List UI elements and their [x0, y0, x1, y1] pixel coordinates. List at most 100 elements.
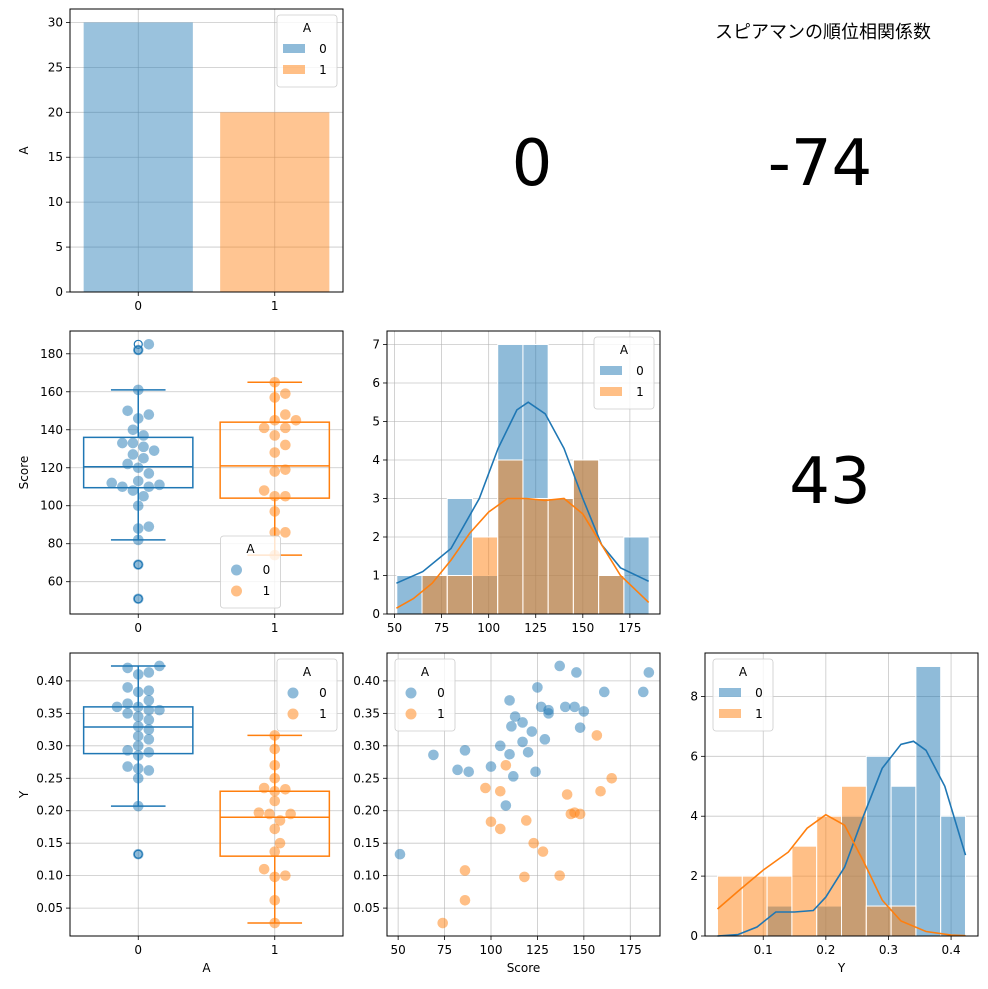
swarm-point — [132, 534, 144, 546]
swarm-point — [280, 409, 291, 420]
scatter-point — [459, 865, 471, 876]
legend-title: A — [421, 665, 430, 679]
swarm-point — [117, 437, 128, 449]
x-tick-label: 150 — [571, 621, 594, 635]
swarm-point — [258, 863, 270, 875]
swarm-point — [111, 701, 123, 713]
swarm-point — [269, 795, 281, 807]
x-tick-label: 0.1 — [754, 943, 773, 957]
swarm-point — [154, 479, 165, 491]
hist-bar — [890, 905, 917, 937]
axes-frame — [386, 330, 661, 615]
y-tick-label: 120 — [40, 461, 63, 475]
y-tick-label: 1 — [372, 568, 380, 582]
box-iqr — [82, 436, 194, 489]
hist-series-1 — [717, 785, 917, 937]
y-tick-label: 6 — [690, 749, 698, 763]
swarm-point — [132, 475, 144, 487]
y-tick-label: 0.25 — [353, 771, 380, 785]
correlation-value: 43 — [789, 445, 870, 519]
y-axis-label: A — [17, 146, 31, 155]
swarm-point — [132, 772, 144, 784]
swarm-point — [122, 745, 133, 756]
swarm-point — [269, 392, 281, 403]
swarm-point — [269, 527, 281, 538]
scatter-series-1 — [437, 730, 618, 929]
y-tick-label: 0 — [690, 929, 698, 943]
scatter-point — [520, 815, 532, 826]
swarm-point — [122, 708, 133, 719]
legend-swatch-1 — [405, 708, 417, 720]
swarm-point — [143, 685, 155, 696]
swarm-point — [122, 761, 133, 772]
scatter-point — [537, 846, 549, 857]
swarm-point — [143, 714, 155, 726]
swarm-point — [132, 686, 144, 698]
hist-bar — [940, 815, 966, 937]
swarm-point — [122, 458, 133, 470]
scatter-point — [459, 745, 471, 756]
hist-bar — [547, 497, 574, 615]
swarm-point — [132, 730, 144, 742]
legend-swatch-0 — [283, 44, 305, 53]
y-tick-label: 0 — [372, 607, 380, 621]
x-tick-label: 50 — [387, 621, 402, 635]
x-axis-label: Score — [507, 961, 541, 975]
scatter-point — [522, 747, 534, 758]
y-tick-label: 140 — [40, 423, 63, 437]
legend: A0 1 — [593, 336, 655, 410]
y-tick-label: 25 — [48, 60, 63, 74]
y-tick-label: 5 — [55, 240, 63, 254]
legend-entry-0: 0 — [755, 686, 763, 700]
swarm-point — [269, 730, 281, 741]
swarm-point — [106, 477, 118, 489]
x-tick-label: 1 — [271, 621, 279, 635]
scatter-point — [500, 759, 512, 771]
swarm-point — [132, 750, 144, 761]
x-tick-label: 0 — [134, 943, 142, 957]
legend-entry-1: 1 — [319, 707, 327, 721]
box-group-0 — [82, 338, 194, 605]
scatter-point — [394, 848, 406, 860]
swarm-point — [143, 765, 155, 776]
swarm-point — [132, 593, 144, 605]
scatter-point — [591, 730, 603, 741]
hist-bar — [915, 665, 942, 937]
legend-swatch-0 — [287, 687, 299, 699]
swarm-point — [269, 414, 281, 426]
correlation-value: -74 — [768, 127, 873, 201]
chart-corr-score-A: 0 — [512, 127, 553, 201]
legend-entry-1: 1 — [437, 707, 445, 721]
y-tick-label: 0.40 — [36, 674, 63, 688]
scatter-point — [606, 772, 618, 784]
scatter-point — [578, 706, 590, 717]
x-tick-label: 50 — [391, 943, 406, 957]
legend-entry-0: 0 — [263, 563, 271, 577]
kde-line-1 — [716, 813, 966, 937]
swarm-point — [269, 871, 281, 883]
legend: A0 1 — [712, 658, 774, 732]
y-tick-label: 0.15 — [36, 836, 63, 850]
scatter-point — [519, 871, 530, 883]
scatter-point — [480, 782, 491, 794]
figure-suptitle: スピアマンの順位相関係数 — [715, 22, 931, 43]
swarm-point — [132, 848, 144, 860]
swarm-point — [132, 500, 144, 512]
x-tick-label: 100 — [477, 621, 500, 635]
scatter-point — [574, 722, 586, 733]
x-tick-label: 1 — [271, 943, 279, 957]
y-tick-label: 20 — [48, 105, 63, 119]
swarm-point — [143, 747, 155, 758]
y-tick-label: 5 — [372, 414, 380, 428]
y-tick-label: 100 — [40, 499, 63, 513]
swarm-point — [269, 759, 281, 771]
swarm-point — [132, 413, 144, 424]
scatter-point — [507, 771, 519, 782]
y-tick-label: 0.20 — [36, 804, 63, 818]
legend: A0 1 — [394, 658, 456, 732]
x-tick-label: 1 — [271, 299, 279, 313]
swarm-point — [280, 870, 291, 881]
swarm-point — [132, 462, 144, 474]
